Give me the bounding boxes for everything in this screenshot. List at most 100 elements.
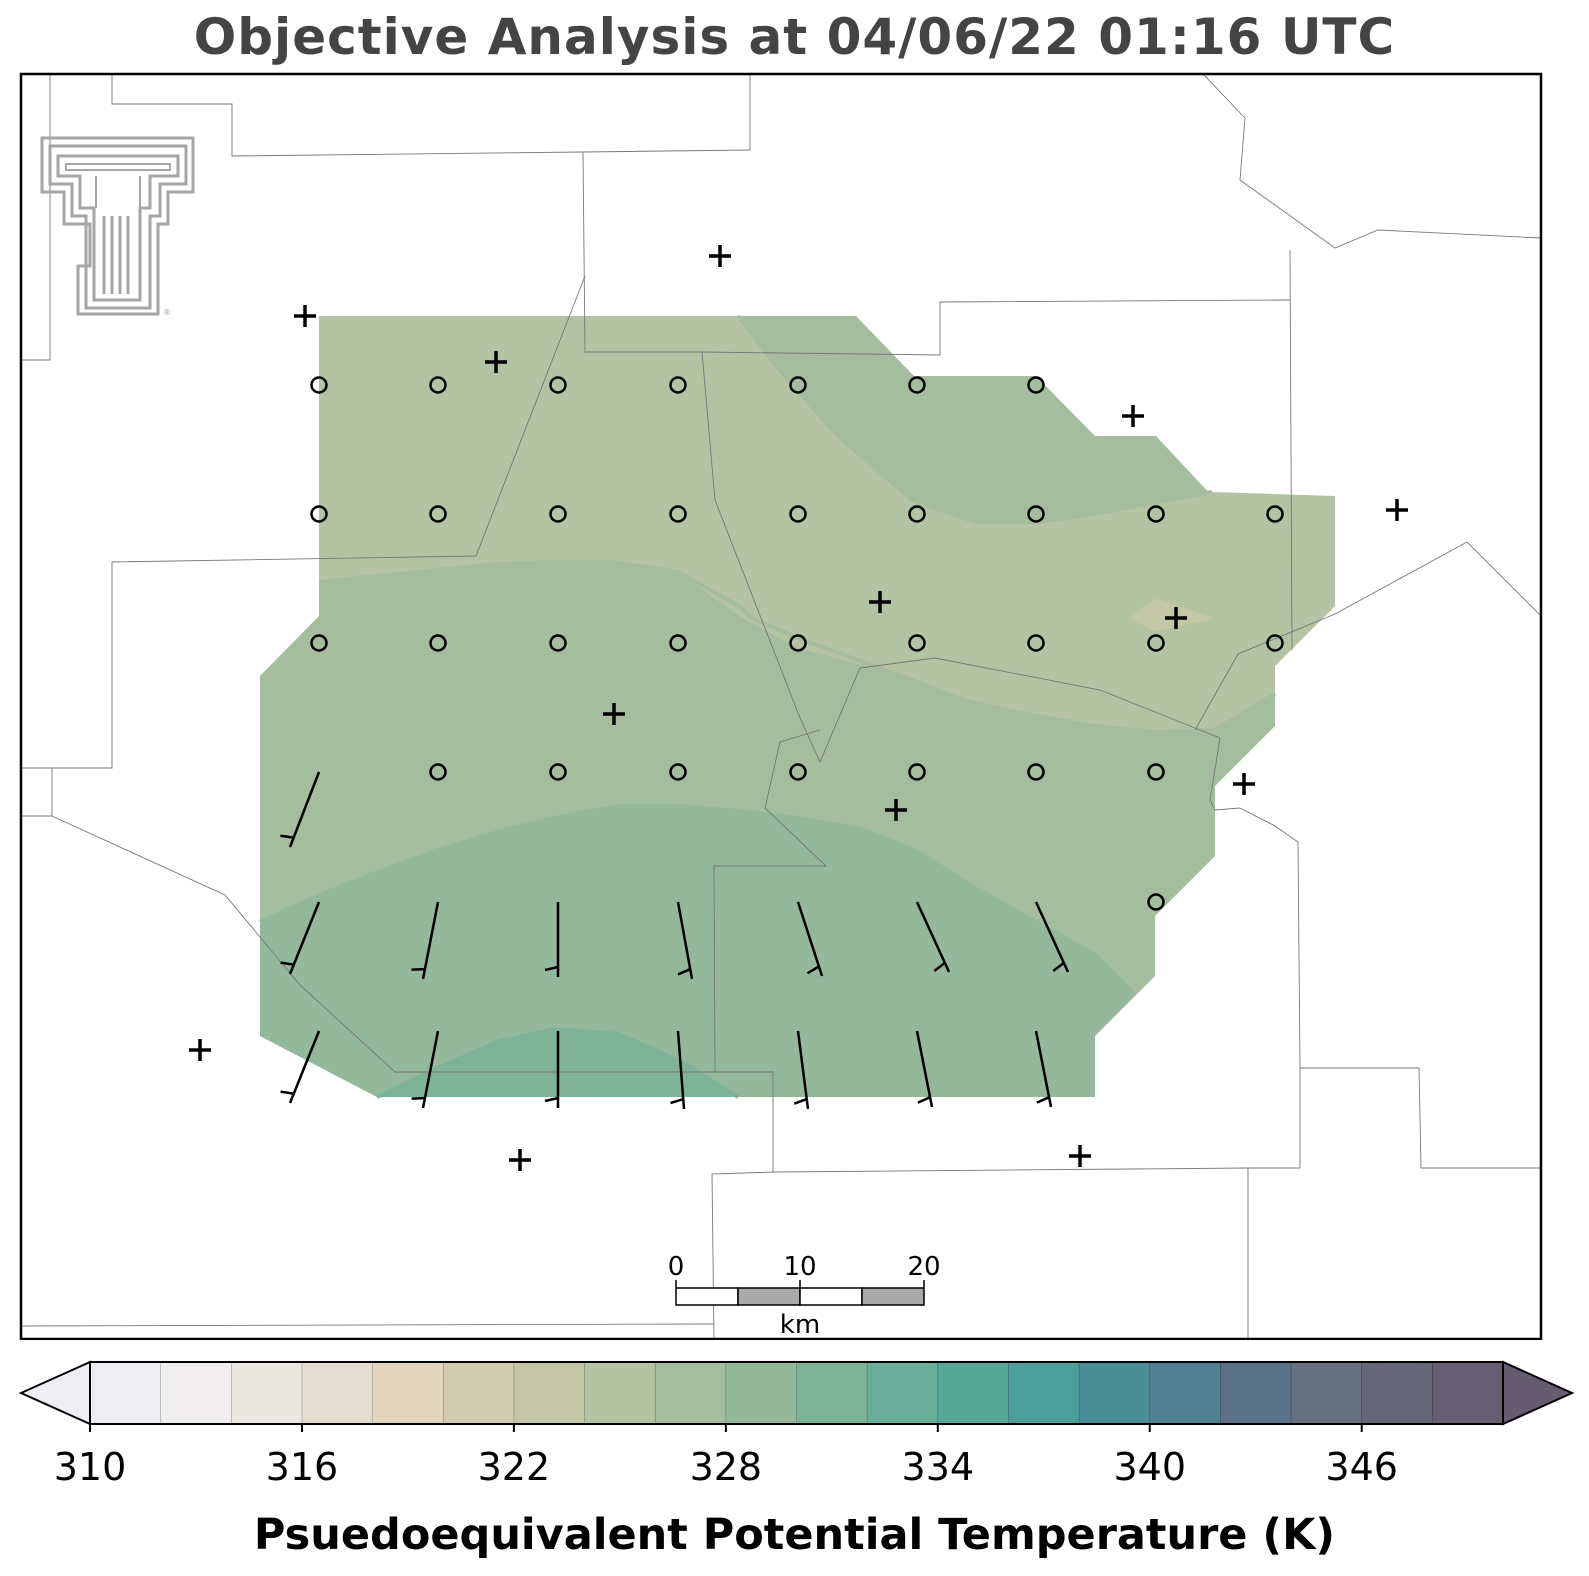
- wind-barb: [544, 902, 560, 977]
- station-marker: [509, 1149, 531, 1171]
- map-frame: [19, 72, 1543, 1340]
- colorbar-cell: [1361, 1362, 1433, 1424]
- colorbar-cell: [160, 1362, 232, 1424]
- station-markers: [189, 245, 1408, 1171]
- calm-wind-circle: [789, 763, 807, 781]
- wind-barb: [280, 771, 321, 848]
- wind-barb: [676, 901, 694, 980]
- wind-barb: [280, 1030, 321, 1104]
- calm-wind-circle: [908, 763, 926, 781]
- colorbar-tick-label: 310: [54, 1445, 127, 1489]
- colorbar-cell: [90, 1362, 162, 1424]
- scale-bar-segment: [861, 1287, 925, 1306]
- colorbar-cell: [725, 1362, 797, 1424]
- colorbar-outline: [89, 1361, 1504, 1425]
- colorbar-cell: [937, 1362, 1009, 1424]
- calm-wind-circle: [429, 763, 447, 781]
- colorbar-cell: [796, 1362, 868, 1424]
- station-marker: [885, 799, 907, 821]
- objective-analysis-map: ® 0 10 20 km: [19, 72, 1543, 1340]
- colorbar-cell: [1432, 1362, 1504, 1424]
- calm-wind-circle: [549, 376, 567, 394]
- theta-e-fill-326-328: [260, 806, 1135, 1097]
- colorbar-tick-label: 328: [690, 1445, 763, 1489]
- calm-wind-circle: [1147, 893, 1165, 911]
- colorbar-cell: [301, 1362, 374, 1424]
- calm-wind-circle: [789, 376, 807, 394]
- scale-bar-label-10: 10: [783, 1252, 816, 1282]
- calm-wind-circle: [669, 634, 687, 652]
- calm-wind-circle: [1027, 376, 1045, 394]
- station-marker: [1386, 499, 1408, 521]
- station-marker: [485, 351, 507, 373]
- colorbar-cell: [655, 1362, 727, 1424]
- colorbar-cell: [1220, 1362, 1292, 1424]
- calm-wind-circle: [669, 763, 687, 781]
- colorbar-cell: [867, 1362, 939, 1424]
- calm-wind-circle: [310, 505, 328, 523]
- colorbar-tick-label: 340: [1113, 1445, 1186, 1489]
- calm-wind-circle: [549, 505, 567, 523]
- scale-bar-label-20: 20: [907, 1252, 940, 1282]
- scale-bar-label-0: 0: [668, 1252, 685, 1282]
- calm-wind-circle: [310, 634, 328, 652]
- calm-wind-circle: [310, 376, 328, 394]
- wind-barb: [670, 1030, 686, 1110]
- calm-wind-circle: [1266, 634, 1284, 652]
- wind-barb: [411, 1030, 440, 1109]
- calm-wind-circle: [669, 376, 687, 394]
- calm-wind-circle: [908, 634, 926, 652]
- colorbar-cell: [513, 1362, 586, 1424]
- wind-barb: [796, 901, 824, 977]
- calm-wind-circle: [1027, 763, 1045, 781]
- colorbar-label: Psuedoequivalent Potential Temperature (…: [253, 1510, 1336, 1560]
- calm-wind-circle: [1147, 763, 1165, 781]
- contour-line-324-middle: [318, 560, 1277, 734]
- wind-barb: [793, 1030, 810, 1110]
- calm-wind-circle: [429, 376, 447, 394]
- colorbar-cell: [584, 1362, 656, 1424]
- calm-wind-circle: [669, 505, 687, 523]
- calm-wind-circle: [1266, 505, 1284, 523]
- calm-wind-circle: [549, 763, 567, 781]
- colorbar-extend-max: [1502, 1360, 1575, 1426]
- station-marker: [709, 245, 731, 267]
- wind-barb: [1034, 901, 1070, 973]
- county-boundaries: [21, 74, 1541, 1339]
- calm-wind-circle: [429, 505, 447, 523]
- calm-wind-circle: [908, 505, 926, 523]
- colorbar-cell: [1008, 1362, 1080, 1424]
- texas-tech-double-t-logo: [40, 136, 195, 316]
- wind-barb: [280, 901, 321, 975]
- colorbar-cell: [1079, 1362, 1151, 1424]
- station-marker: [1165, 607, 1187, 629]
- theta-e-fill-322-324: [319, 316, 1335, 732]
- station-marker: [189, 1039, 211, 1061]
- colorbar-tick-label: 346: [1325, 1445, 1398, 1489]
- colorbar-cell: [1149, 1362, 1221, 1424]
- calm-wind-circle: [1027, 505, 1045, 523]
- contour-line-328: [376, 1027, 740, 1099]
- station-marker: [1122, 405, 1144, 427]
- colorbar-tick-label: 322: [478, 1445, 551, 1489]
- contour-line-324-north: [736, 314, 1213, 524]
- station-marker: [869, 591, 891, 613]
- colorbar-cell: [1291, 1362, 1363, 1424]
- wind-barb: [411, 901, 440, 980]
- calm-wind-circle: [429, 634, 447, 652]
- colorbar-extend-min: [18, 1360, 91, 1426]
- calm-wind-circle: [1027, 634, 1045, 652]
- calm-wind-circle: [1147, 505, 1165, 523]
- colorbar-cell: [231, 1362, 303, 1424]
- contour-line-326: [259, 804, 1137, 997]
- calm-wind-circle: [789, 634, 807, 652]
- calm-wind-circle: [908, 376, 926, 394]
- wind-barb: [544, 1031, 560, 1108]
- wind-barb: [1034, 1030, 1053, 1108]
- map-title: Objective Analysis at 04/06/22 01:16 UTC: [193, 8, 1396, 66]
- calm-wind-circles: [310, 376, 1284, 911]
- logo-registered-mark: ®: [163, 308, 171, 317]
- station-marker: [1233, 773, 1255, 795]
- station-marker: [294, 305, 316, 327]
- wind-barb: [915, 1030, 934, 1108]
